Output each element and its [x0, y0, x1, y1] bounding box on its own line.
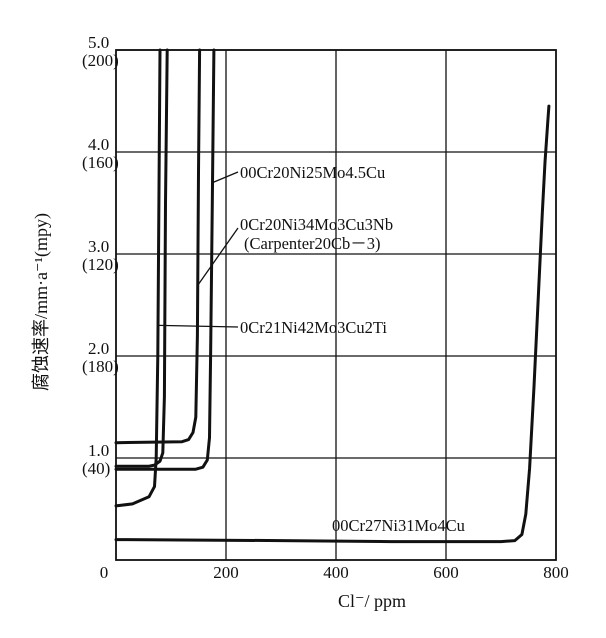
label-leaders — [159, 171, 239, 328]
series-label-2: (Carpenter20Cb－3) — [244, 234, 381, 253]
y-tick-labels: 1.0(40) 2.0(180) 3.0(120) 4.0(160) 5.0(200) — [82, 33, 119, 478]
series-curve-2 — [114, 48, 162, 508]
x-tick-label-2: 400 — [323, 563, 349, 582]
series-label-1: 0Cr20Ni34Mo3Cu3Nb — [240, 215, 393, 234]
y-tick-label-0: 1.0 — [88, 441, 109, 460]
series-label-0: 00Cr20Ni25Mo4.5Cu — [240, 163, 385, 182]
y-axis-title: 腐蚀速率/mm·a⁻¹(mpy) — [31, 213, 52, 391]
series-curve-1 — [114, 48, 202, 445]
x-tick-label-4: 800 — [543, 563, 569, 582]
series-curve-4 — [114, 104, 551, 544]
y-tick-sublabel-0: (40) — [82, 459, 110, 478]
series-label-3: 0Cr21Ni42Mo3Cu2Ti — [240, 318, 387, 337]
x-tick-labels: 0 200 400 600 800 — [100, 563, 569, 582]
x-axis-title: Cl⁻/ ppm — [338, 591, 406, 611]
series-label-4: 00Cr27Ni31Mo4Cu — [332, 516, 465, 535]
leader-line-3 — [159, 324, 239, 328]
y-tick-label-1: 2.0 — [88, 339, 109, 358]
y-tick-sublabel-2: (120) — [82, 255, 119, 274]
y-tick-sublabel-1: (180) — [82, 357, 119, 376]
y-tick-label-3: 4.0 — [88, 135, 109, 154]
leader-line-1 — [197, 227, 239, 285]
leader-line-0 — [212, 171, 239, 184]
x-tick-label-3: 600 — [433, 563, 459, 582]
series-labels: 00Cr20Ni25Mo4.5Cu 0Cr20Ni34Mo3Cu3Nb(Carpe… — [240, 163, 465, 535]
y-tick-label-4: 5.0 — [88, 33, 109, 52]
plot-frame — [115, 49, 557, 561]
y-tick-sublabel-3: (160) — [82, 153, 119, 172]
y-tick-sublabel-4: (200) — [82, 51, 119, 70]
series-curves — [114, 48, 551, 544]
series-curve-3 — [114, 48, 216, 471]
x-tick-label-0: 0 — [100, 563, 109, 582]
grid-lines — [116, 49, 556, 560]
series-curve-0 — [114, 48, 169, 468]
y-tick-label-2: 3.0 — [88, 237, 109, 256]
x-tick-label-1: 200 — [213, 563, 239, 582]
